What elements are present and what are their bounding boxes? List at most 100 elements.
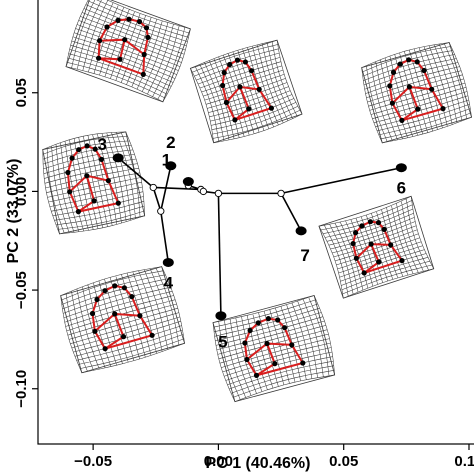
landmark-point bbox=[399, 258, 405, 264]
landmark-point bbox=[137, 313, 143, 319]
landmark-point bbox=[75, 209, 81, 215]
phylogeny-tree: 12 3 4 5 6 7 bbox=[97, 133, 407, 352]
deformation-grid bbox=[189, 39, 303, 144]
landmark-point bbox=[89, 310, 96, 317]
landmark-point bbox=[399, 117, 405, 123]
landmark-point bbox=[122, 37, 128, 43]
landmark-point bbox=[65, 169, 71, 176]
landmark-point bbox=[242, 59, 248, 65]
tip-point bbox=[112, 153, 124, 163]
landmark-point bbox=[275, 317, 281, 323]
landmark-point bbox=[350, 241, 356, 247]
internal-node bbox=[157, 207, 165, 215]
landmark-point bbox=[359, 223, 365, 229]
landmark-point bbox=[117, 56, 123, 62]
x-tick-label: −0.05 bbox=[74, 453, 112, 470]
tip-label: 6 bbox=[397, 179, 406, 198]
landmark-point bbox=[121, 285, 127, 291]
axes bbox=[37, 0, 474, 445]
landmark-point bbox=[220, 82, 226, 89]
landmark-point bbox=[264, 340, 270, 347]
landmark-point bbox=[102, 288, 108, 294]
deformation-grid bbox=[212, 295, 336, 403]
landmark-point bbox=[129, 294, 135, 300]
tip-label: 4 bbox=[164, 273, 174, 292]
tip-point bbox=[295, 226, 307, 236]
landmark-point bbox=[255, 320, 261, 326]
internal-node bbox=[214, 189, 223, 198]
landmark-point bbox=[389, 100, 395, 106]
landmark-point bbox=[249, 68, 255, 74]
landmark-point bbox=[440, 106, 446, 112]
landmark-point bbox=[247, 327, 253, 334]
landmark-point bbox=[67, 189, 73, 195]
landmark-point bbox=[237, 84, 243, 90]
landmark-point bbox=[232, 117, 238, 123]
landmark-point bbox=[234, 57, 241, 63]
grid-background bbox=[65, 0, 191, 103]
landmark-point bbox=[387, 83, 393, 89]
tree-branch bbox=[117, 157, 154, 189]
deformation-grid bbox=[60, 266, 186, 374]
landmark-point bbox=[91, 198, 97, 204]
landmark-point bbox=[112, 311, 118, 317]
landmark-point bbox=[253, 372, 260, 378]
tree-branch bbox=[153, 186, 201, 191]
landmark-point bbox=[76, 147, 82, 153]
landmark-point bbox=[102, 346, 108, 352]
grid-background bbox=[212, 295, 336, 403]
tip-label: 5 bbox=[218, 333, 227, 352]
x-tick-label: 0.05 bbox=[329, 453, 358, 470]
landmark-point bbox=[282, 325, 288, 331]
landmark-point bbox=[376, 259, 382, 265]
landmark-point bbox=[397, 61, 403, 67]
landmark-point bbox=[97, 38, 103, 44]
x-tick-label: 0.00 bbox=[204, 453, 233, 470]
y-tick-label: 0.05 bbox=[13, 78, 30, 107]
deformation-grid bbox=[65, 0, 191, 103]
landmark-point bbox=[115, 200, 121, 206]
landmark-point bbox=[145, 34, 151, 41]
tip-label: 2 bbox=[166, 133, 175, 152]
landmark-point bbox=[388, 242, 394, 248]
deformation-grids bbox=[42, 0, 473, 403]
landmark-point bbox=[390, 69, 397, 75]
y-tick-label: 0.00 bbox=[13, 177, 30, 206]
deformation-grid bbox=[42, 131, 146, 235]
tip-label: 7 bbox=[300, 246, 309, 265]
landmark-point bbox=[115, 17, 121, 23]
landmark-point bbox=[406, 84, 412, 90]
landmark-point bbox=[92, 328, 98, 334]
landmark-point bbox=[375, 220, 382, 226]
landmark-point bbox=[92, 146, 98, 152]
deformation-grid bbox=[318, 195, 435, 299]
y-tick-label: −0.10 bbox=[13, 370, 30, 408]
landmark-point bbox=[265, 316, 271, 322]
tip-point bbox=[395, 163, 407, 173]
landmark-point bbox=[98, 156, 105, 162]
landmark-point bbox=[406, 57, 412, 63]
landmark-point bbox=[84, 143, 90, 149]
landmark-point bbox=[84, 173, 90, 179]
x-axis-title: PC 1 (40.46%) bbox=[206, 455, 311, 472]
tip-point bbox=[215, 311, 227, 321]
landmark-point bbox=[272, 361, 278, 367]
tip-label: 3 bbox=[97, 135, 106, 154]
landmark-point bbox=[367, 219, 373, 225]
landmark-point bbox=[244, 356, 250, 363]
tree-branch bbox=[217, 193, 222, 316]
internal-node bbox=[199, 187, 208, 196]
landmark-point bbox=[69, 155, 75, 161]
tree-branch bbox=[280, 166, 402, 195]
landmark-point bbox=[368, 241, 374, 247]
tree-branch bbox=[159, 211, 170, 263]
landmark-point bbox=[421, 67, 427, 74]
landmark-point bbox=[242, 340, 248, 346]
internal-node bbox=[149, 183, 157, 192]
tip-point bbox=[165, 161, 177, 171]
landmark-point bbox=[353, 255, 359, 261]
landmark-point bbox=[268, 105, 274, 111]
internal-node bbox=[277, 189, 285, 198]
axis-ticks: −0.05 0.00 0.05 0.10 −0.10 −0.05 0.00 0.05 bbox=[13, 78, 474, 470]
tree-branch bbox=[152, 187, 162, 212]
